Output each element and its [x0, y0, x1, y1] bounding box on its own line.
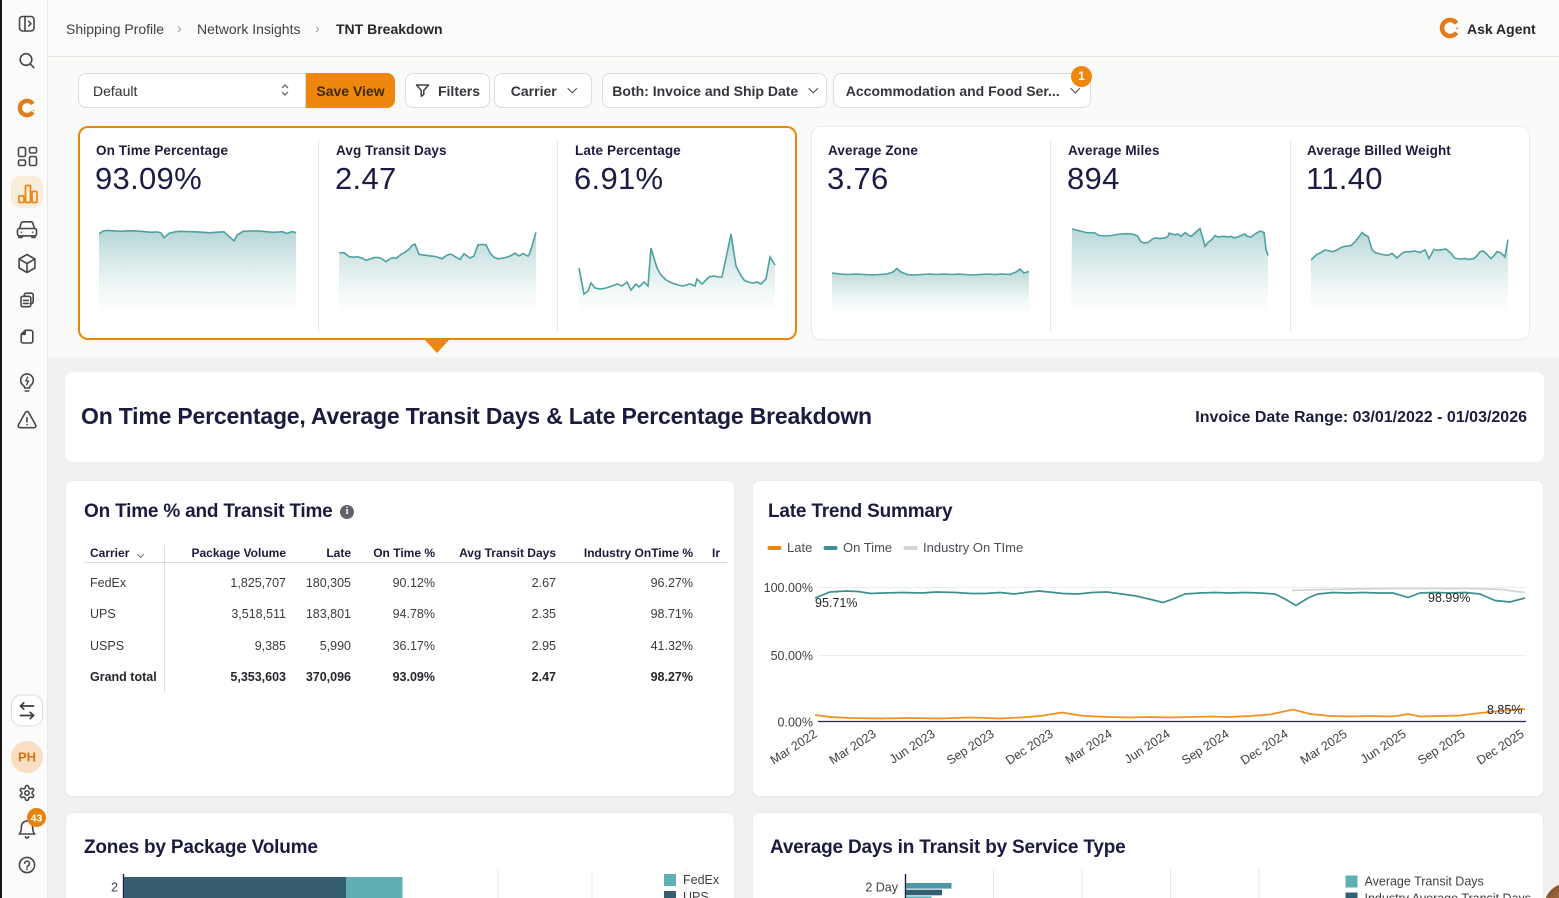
svg-text:UPS: UPS [683, 890, 709, 898]
svg-text:Jun 2023: Jun 2023 [887, 727, 938, 767]
svg-text:Dec 2025: Dec 2025 [1474, 727, 1527, 768]
svg-text:PH: PH [18, 750, 36, 765]
svg-text:50.00%: 50.00% [771, 649, 813, 663]
svg-text:Average Transit Days: Average Transit Days [1365, 875, 1484, 889]
svg-text:100.00%: 100.00% [764, 581, 813, 595]
svg-text:8.85%: 8.85% [1487, 703, 1522, 717]
svg-text:Late: Late [787, 540, 812, 555]
svg-text:Mar 2025: Mar 2025 [1298, 727, 1350, 768]
svg-text:2 Day: 2 Day [865, 881, 898, 895]
svg-text:Dec 2023: Dec 2023 [1003, 727, 1056, 768]
svg-text:43: 43 [31, 812, 43, 824]
svg-text:98.99%: 98.99% [1428, 591, 1470, 605]
svg-text:2: 2 [111, 881, 118, 895]
svg-text:Industry On TIme: Industry On TIme [923, 540, 1023, 555]
svg-text:Sep 2024: Sep 2024 [1179, 727, 1232, 768]
svg-text:FedEx: FedEx [683, 873, 720, 887]
svg-text:95.71%: 95.71% [815, 596, 857, 610]
svg-text:Dec 2024: Dec 2024 [1238, 727, 1291, 768]
svg-text:Sep 2025: Sep 2025 [1415, 727, 1468, 768]
svg-text:Mar 2023: Mar 2023 [827, 727, 879, 768]
svg-text:Sep 2023: Sep 2023 [944, 727, 997, 768]
svg-text:Mar 2022: Mar 2022 [768, 727, 820, 768]
svg-text:Industry Average Transit Days: Industry Average Transit Days [1365, 892, 1532, 898]
svg-text:0.00%: 0.00% [778, 716, 813, 730]
svg-text:Mar 2024: Mar 2024 [1063, 727, 1115, 768]
svg-text:Jun 2024: Jun 2024 [1122, 727, 1173, 767]
svg-text:Jun 2025: Jun 2025 [1358, 727, 1409, 767]
svg-text:On Time: On Time [843, 540, 892, 555]
